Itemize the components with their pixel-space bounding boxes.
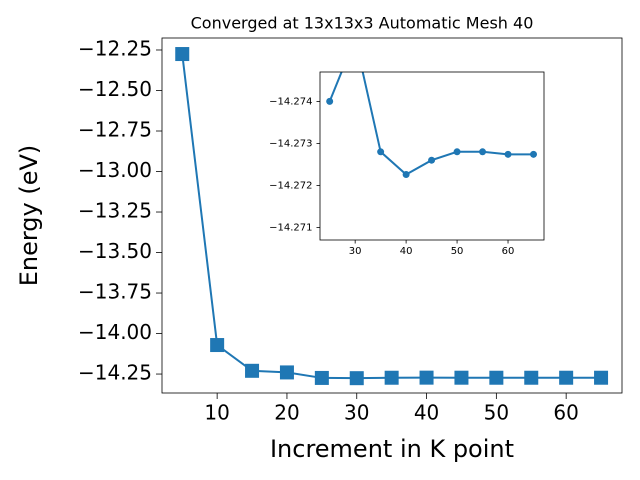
x-tick-label: 10 (204, 401, 229, 425)
y-tick-label: −14.271 (269, 222, 312, 233)
marker (210, 338, 225, 353)
marker (349, 371, 364, 386)
marker (245, 363, 260, 378)
y-tick-label: −13.75 (78, 280, 152, 304)
y-tick-label: −13.25 (78, 199, 152, 223)
inset: 30 40 50 60 −14.274 −14.273 −14.272 −14.271 (269, 71, 545, 257)
marker (504, 150, 512, 158)
x-tick-label: 50 (451, 246, 464, 257)
y-tick-label: −12.25 (78, 36, 152, 60)
plot-clip (175, 47, 609, 386)
x-tick-label: 30 (349, 246, 362, 257)
marker (326, 97, 334, 105)
marker (489, 370, 504, 385)
marker (524, 370, 539, 385)
x-tick-label: 40 (414, 401, 439, 425)
y-tick-label: −13.00 (78, 158, 152, 182)
marker (402, 170, 410, 178)
marker (559, 370, 574, 385)
marker (419, 370, 434, 385)
y-tick-label: −12.75 (78, 118, 152, 142)
y-tick-label: −14.00 (78, 320, 152, 344)
x-tick-label: 40 (400, 246, 413, 257)
x-tick-label: 20 (274, 401, 299, 425)
marker (279, 365, 294, 380)
x-axis-label: Increment in K point (270, 435, 514, 463)
x-tick-label: 60 (553, 401, 578, 425)
x-tick-label: 50 (484, 401, 509, 425)
y-tick-label: −12.50 (78, 77, 152, 101)
y-tick-label: −13.50 (78, 239, 152, 263)
chart-title: Converged at 13x13x3 Automatic Mesh 40 (191, 14, 534, 33)
axes-frame (161, 37, 623, 394)
y-tick-label: −14.274 (269, 96, 312, 107)
x-tick-label: 30 (344, 401, 369, 425)
marker (453, 148, 461, 156)
axes-frame (319, 71, 545, 241)
marker (479, 148, 487, 156)
marker (594, 370, 609, 385)
plot-clip (326, 72, 538, 178)
marker (428, 156, 436, 164)
marker (314, 370, 329, 385)
y-tick-label: −14.273 (269, 138, 312, 149)
y-tick-label: −14.25 (78, 361, 152, 385)
marker (454, 370, 469, 385)
x-tick-label: 60 (502, 246, 515, 257)
marker (377, 148, 385, 156)
marker (530, 150, 538, 158)
y-axis-label: Energy (eV) (15, 145, 43, 287)
marker (384, 370, 399, 385)
y-tick-label: −14.272 (269, 180, 312, 191)
marker (175, 47, 190, 62)
